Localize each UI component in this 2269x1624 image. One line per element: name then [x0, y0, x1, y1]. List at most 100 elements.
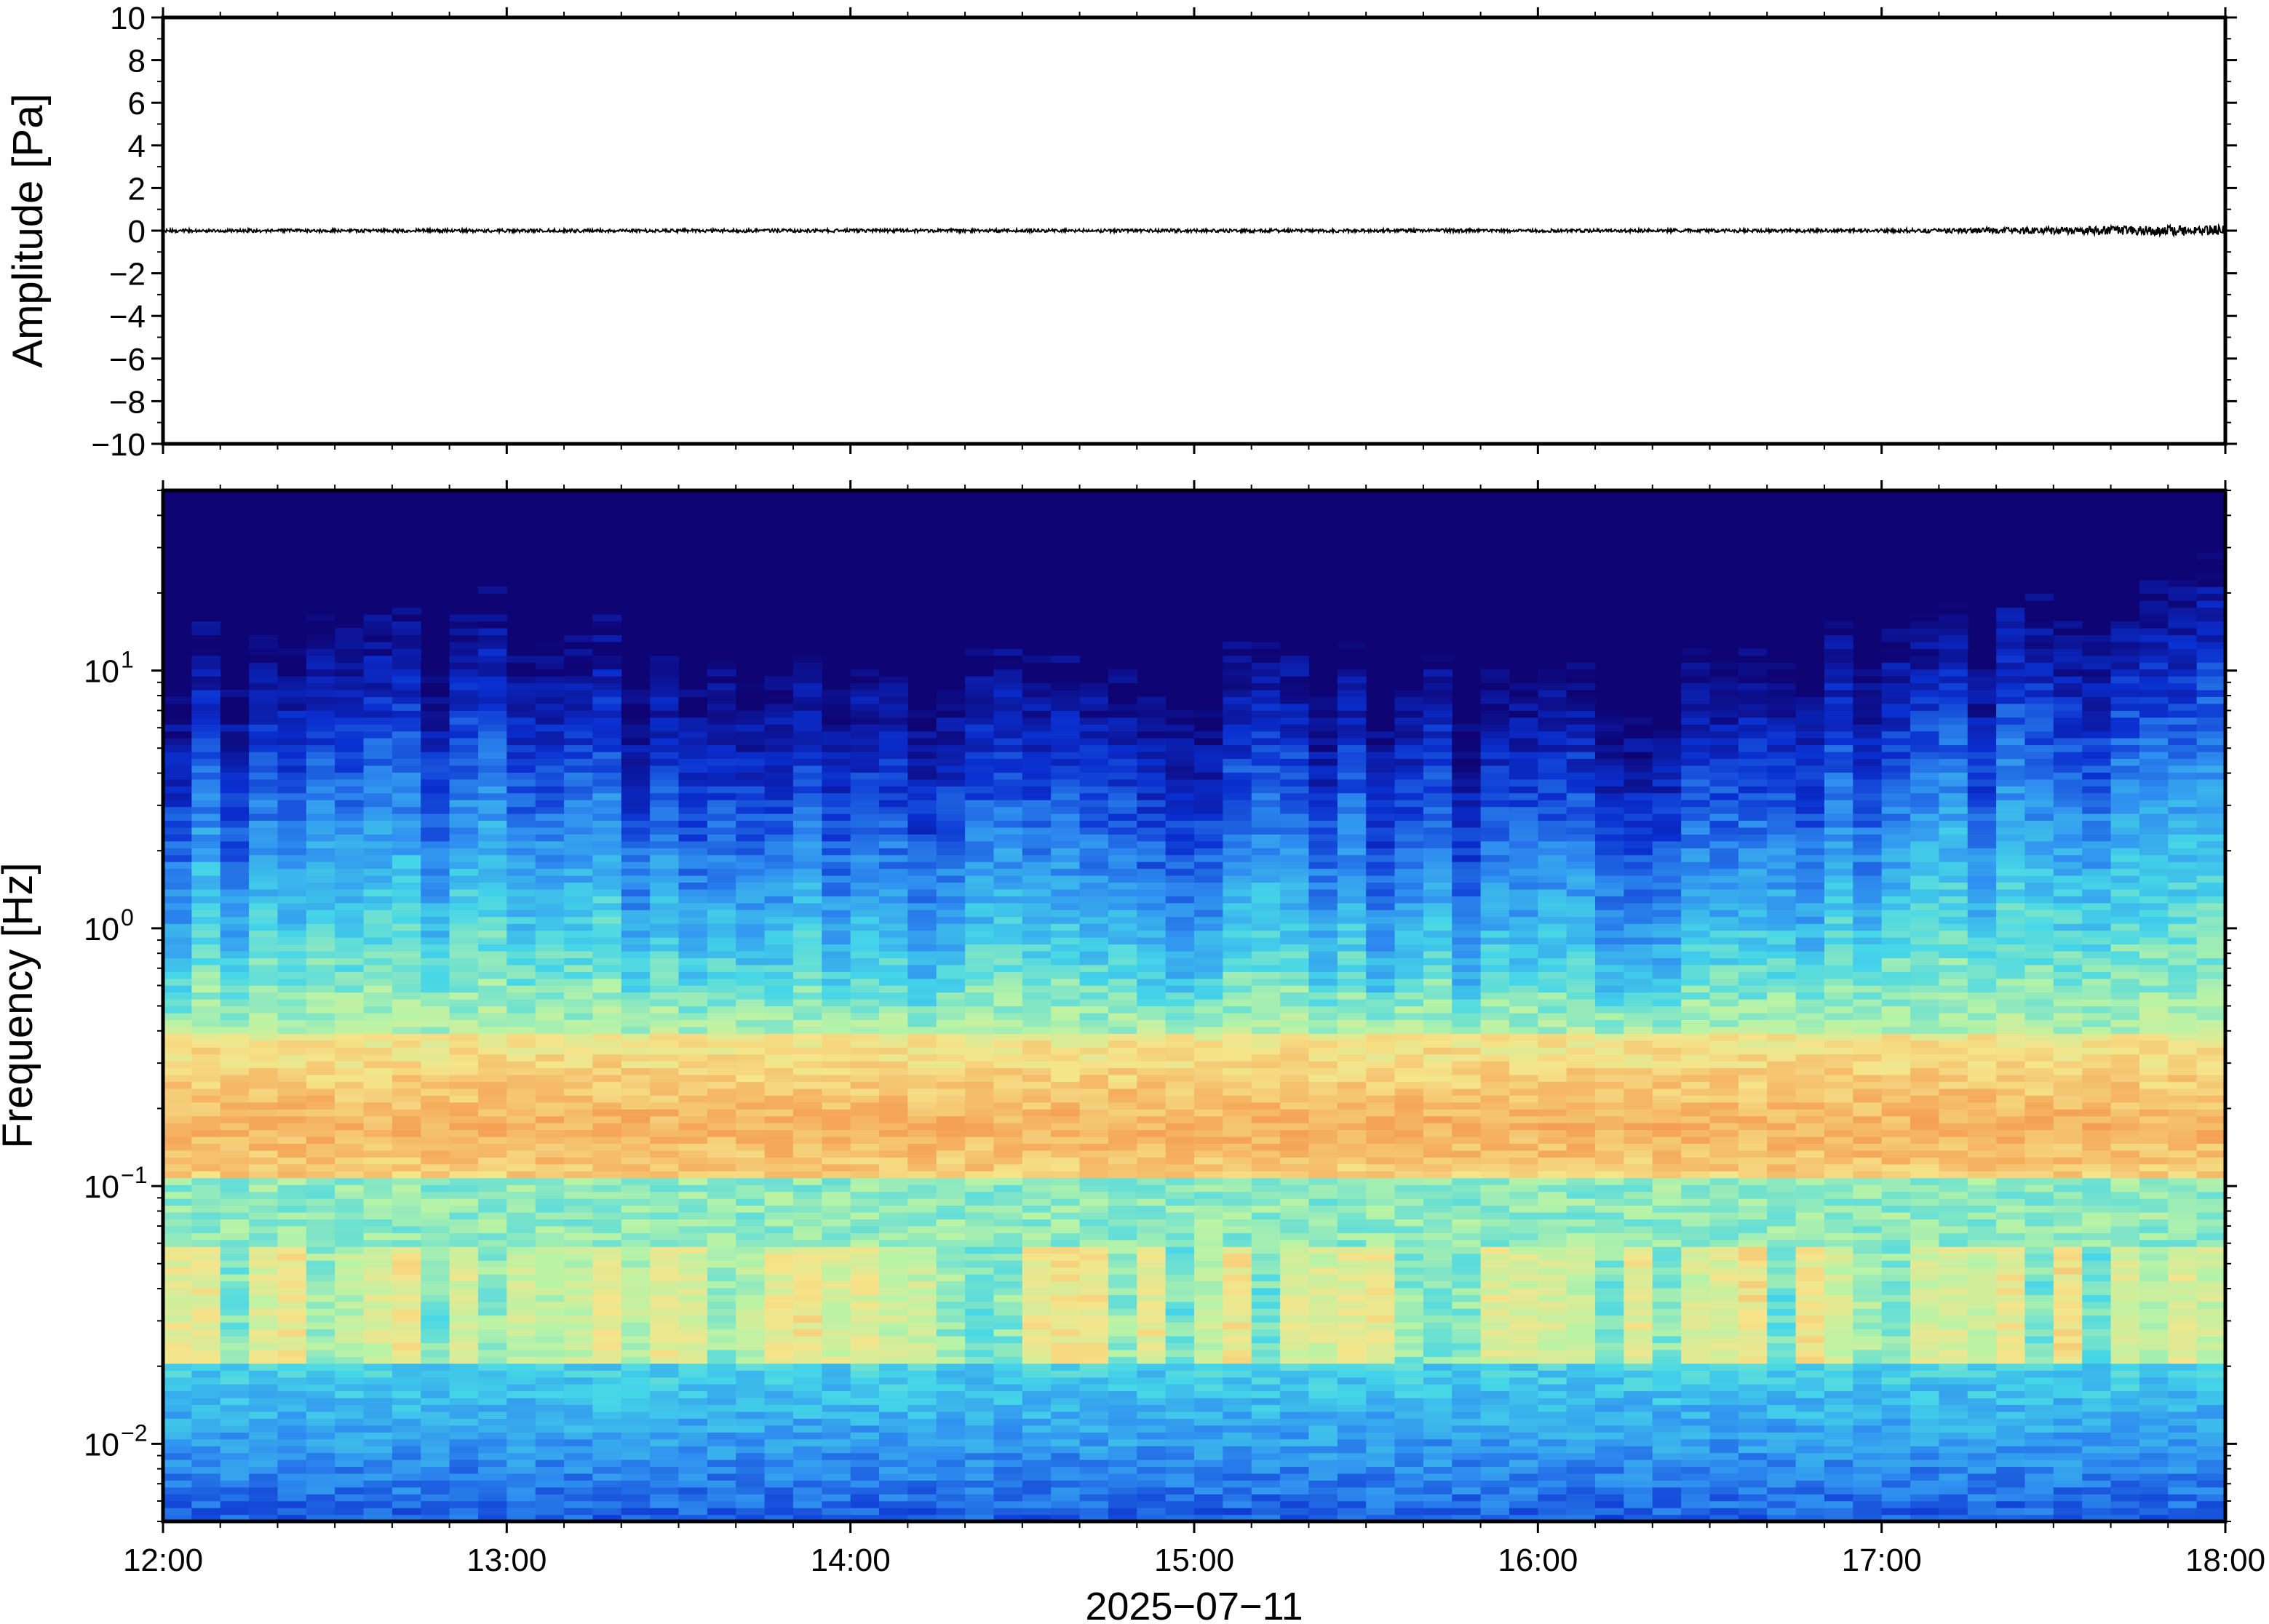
- spectrogram-cell: [1079, 717, 1109, 725]
- spectrogram-cell: [936, 1191, 966, 1199]
- spectrogram-cell: [822, 985, 851, 993]
- spectrogram-cell: [936, 882, 966, 890]
- spectrogram-cell: [421, 1067, 450, 1075]
- spectrogram-cell: [592, 1150, 622, 1158]
- spectrogram-cell: [1251, 751, 1281, 760]
- spectrogram-cell: [879, 1054, 908, 1062]
- spectrogram-cell: [1079, 992, 1109, 1000]
- spectrogram-cell: [850, 882, 880, 890]
- spectrogram-cell: [707, 1514, 736, 1521]
- spectrogram-cell: [421, 1225, 450, 1233]
- spectrogram-cell: [306, 1508, 335, 1516]
- spectrogram-cell: [707, 992, 736, 1000]
- spectrogram-cell: [1137, 1163, 1167, 1171]
- spectrogram-cell: [822, 1411, 851, 1419]
- spectrogram-cell: [650, 1322, 680, 1330]
- spectrogram-cell: [879, 985, 908, 993]
- spectrogram-cell: [477, 662, 507, 670]
- spectrogram-cell: [1108, 820, 1137, 828]
- spectrogram-cell: [506, 1322, 536, 1330]
- spectrogram-cell: [277, 1500, 307, 1508]
- spectrogram-cell: [1223, 1473, 1252, 1481]
- spectrogram-cell: [1137, 923, 1167, 931]
- spectrogram-cell: [850, 1233, 880, 1241]
- spectrogram-cell: [1108, 710, 1137, 718]
- spectrogram-cell: [421, 916, 450, 924]
- spectrogram-cell: [1194, 1143, 1223, 1151]
- spectrogram-cell: [477, 593, 507, 601]
- spectrogram-cell: [822, 696, 851, 704]
- spectrogram-cell: [1223, 882, 1252, 890]
- spectrogram-cell: [621, 731, 651, 739]
- spectrogram-cell: [792, 1225, 822, 1233]
- spectrogram-cell: [1137, 1486, 1167, 1494]
- spectrogram-cell: [1223, 1459, 1252, 1468]
- spectrogram-cell: [1251, 738, 1281, 746]
- spectrogram-cell: [1280, 1308, 1310, 1316]
- spectrogram-cell: [1079, 1363, 1109, 1371]
- spectrogram-cell: [564, 1452, 594, 1460]
- spectrogram-cell: [1251, 786, 1281, 794]
- spectrogram-cell: [1051, 1294, 1081, 1302]
- spectrogram-cell: [993, 676, 1023, 684]
- spectrogram-cell: [592, 744, 622, 752]
- spectrogram-cell: [850, 786, 880, 794]
- spectrogram-cell: [736, 1459, 766, 1468]
- spectrogram-cell: [564, 1198, 594, 1206]
- spectrogram-cell: [449, 861, 479, 869]
- spectrogram-cell: [993, 1390, 1023, 1398]
- spectrogram-cell: [306, 1363, 335, 1371]
- spectrogram-cell: [1223, 738, 1252, 746]
- spectrogram-cell: [277, 992, 307, 1000]
- spectrogram-cell: [449, 1404, 479, 1412]
- spectrogram-cell: [220, 930, 250, 938]
- spectrogram-cell: [277, 1219, 307, 1227]
- spectrogram-cell: [707, 1006, 736, 1014]
- spectrogram-cell: [907, 1370, 937, 1378]
- spectrogram-cell: [163, 1273, 192, 1281]
- spectrogram-cell: [1194, 1047, 1223, 1055]
- spectrogram-cell: [1108, 1205, 1137, 1213]
- spectrogram-cell: [764, 1074, 794, 1083]
- spectrogram-cell: [1051, 1246, 1081, 1254]
- spectrogram-cell: [792, 1012, 822, 1020]
- spectrogram-cell: [936, 1384, 966, 1392]
- spectrogram-cell: [1079, 1446, 1109, 1454]
- spectrogram-cell: [736, 1219, 766, 1227]
- spectrogram-cell: [1137, 744, 1167, 752]
- spectrogram-cell: [363, 1281, 393, 1289]
- spectrogram-cell: [220, 1150, 250, 1158]
- spectrogram-cell: [965, 1102, 995, 1110]
- spectrogram-cell: [564, 1026, 594, 1034]
- spectrogram-cell: [822, 1026, 851, 1034]
- spectrogram-cell: [792, 1219, 822, 1227]
- spectrogram-cell: [678, 854, 708, 862]
- spectrogram-cell: [535, 820, 565, 828]
- spectrogram-cell: [335, 1486, 365, 1494]
- spectrogram-cell: [277, 1508, 307, 1516]
- spectrogram-cell: [335, 758, 365, 766]
- spectrogram-cell: [1051, 772, 1081, 780]
- spectrogram-cell: [1051, 1370, 1081, 1378]
- spectrogram-cell: [650, 896, 680, 904]
- spectrogram-cell: [850, 724, 880, 732]
- spectrogram-cell: [449, 964, 479, 972]
- spectrogram-cell: [1108, 875, 1137, 883]
- spectrogram-cell: [1251, 1432, 1281, 1440]
- spectrogram-cell: [277, 1211, 307, 1219]
- spectrogram-cell: [277, 1067, 307, 1075]
- spectrogram-cell: [707, 1404, 736, 1412]
- spectrogram-cell: [993, 1163, 1023, 1171]
- spectrogram-cell: [220, 909, 250, 918]
- spectrogram-cell: [907, 1404, 937, 1412]
- spectrogram-cell: [936, 1205, 966, 1213]
- spectrogram-cell: [592, 1233, 622, 1241]
- spectrogram-cell: [707, 1494, 736, 1502]
- spectrogram-cell: [421, 1019, 450, 1027]
- spectrogram-cell: [392, 1143, 421, 1151]
- spectrogram-cell: [993, 1404, 1023, 1412]
- spectrogram-cell: [449, 1397, 479, 1406]
- spectrogram-cell: [564, 1033, 594, 1041]
- spectrogram-cell: [707, 1012, 736, 1020]
- spectrogram-cell: [1051, 1273, 1081, 1281]
